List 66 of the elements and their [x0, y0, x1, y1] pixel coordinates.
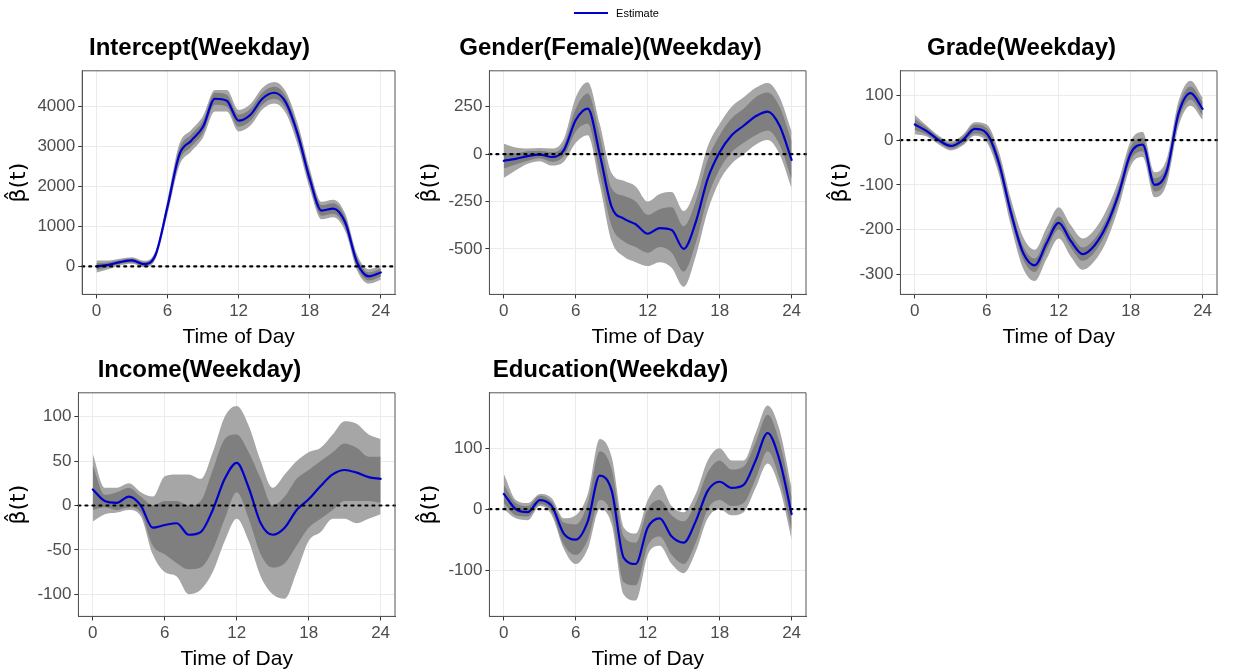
y-tick-label: 0 — [472, 498, 483, 518]
line-series — [502, 107, 793, 251]
y-tick-label: 50 — [52, 450, 72, 470]
y-tick-label: -100 — [37, 583, 72, 603]
y-tick-label: -300 — [859, 263, 894, 283]
y-axis-title: β̂(t) — [3, 162, 30, 203]
x-axis-title: Time of Day — [1002, 324, 1116, 348]
chart-title: Education(Weekday) — [492, 355, 729, 383]
x-tick-label: 0 — [88, 623, 98, 643]
x-tick-label: 6 — [982, 301, 992, 321]
y-tick-label: -500 — [448, 238, 483, 258]
x-tick-label: 6 — [162, 301, 173, 321]
y-tick-label: -50 — [46, 539, 72, 559]
x-tick-label: 0 — [910, 301, 920, 321]
y-tick-label: 0 — [883, 129, 894, 149]
y-tick-label: 1000 — [37, 216, 76, 236]
x-tick-label: 12 — [227, 623, 247, 643]
chart-title: Intercept(Weekday) — [89, 33, 310, 61]
y-axis-title: β̂(t) — [3, 484, 30, 525]
x-tick-label: 18 — [710, 301, 730, 321]
x-tick-label: 18 — [299, 623, 319, 643]
line-series — [502, 431, 793, 566]
x-tick-label: 12 — [1049, 301, 1069, 321]
x-tick-label: 12 — [229, 301, 249, 321]
y-axis-title: β̂(t) — [414, 162, 441, 203]
chart-title: Income(Weekday) — [97, 355, 302, 383]
x-tick-label: 12 — [638, 301, 658, 321]
x-tick-label: 18 — [300, 301, 320, 321]
y-tick-label: -100 — [448, 559, 483, 579]
x-tick-label: 6 — [571, 301, 581, 321]
y-tick-label: 0 — [61, 495, 72, 515]
y-tick-label: -100 — [859, 174, 894, 194]
y-tick-label: 2000 — [37, 176, 76, 196]
y-tick-label: -250 — [448, 191, 483, 211]
x-tick-label: 0 — [91, 301, 102, 321]
x-tick-label: 12 — [638, 623, 658, 643]
x-axis-title: Time of Day — [591, 646, 705, 670]
chart-title: Grade(Weekday) — [927, 33, 1116, 61]
y-tick-label: 0 — [65, 256, 76, 276]
x-axis-title: Time of Day — [180, 646, 294, 670]
chart-title: Gender(Female)(Weekday) — [459, 33, 762, 61]
x-tick-label: 0 — [499, 301, 509, 321]
y-tick-label: 250 — [454, 96, 483, 116]
x-tick-label: 24 — [371, 301, 391, 321]
y-tick-label: 4000 — [37, 96, 76, 116]
x-tick-label: 24 — [782, 301, 802, 321]
y-tick-label: -200 — [859, 219, 894, 239]
line-series — [91, 461, 382, 536]
legend-label: Estimate — [616, 7, 659, 19]
x-tick-label: 24 — [1193, 301, 1213, 321]
x-tick-label: 18 — [710, 623, 730, 643]
y-tick-label: 0 — [472, 143, 483, 163]
y-tick-label: 3000 — [37, 136, 76, 156]
x-tick-label: 24 — [371, 623, 391, 643]
y-tick-label: 100 — [865, 85, 894, 105]
x-axis-title: Time of Day — [591, 324, 705, 348]
x-tick-label: 24 — [782, 623, 802, 643]
x-tick-label: 18 — [1121, 301, 1141, 321]
x-tick-label: 6 — [571, 623, 581, 643]
y-axis-title: β̂(t) — [825, 162, 852, 203]
x-tick-label: 0 — [499, 623, 509, 643]
x-axis-title: Time of Day — [182, 324, 296, 348]
y-tick-label: 100 — [454, 437, 483, 457]
x-tick-label: 6 — [160, 623, 170, 643]
y-tick-label: 100 — [43, 406, 72, 426]
y-axis-title: β̂(t) — [414, 484, 441, 525]
